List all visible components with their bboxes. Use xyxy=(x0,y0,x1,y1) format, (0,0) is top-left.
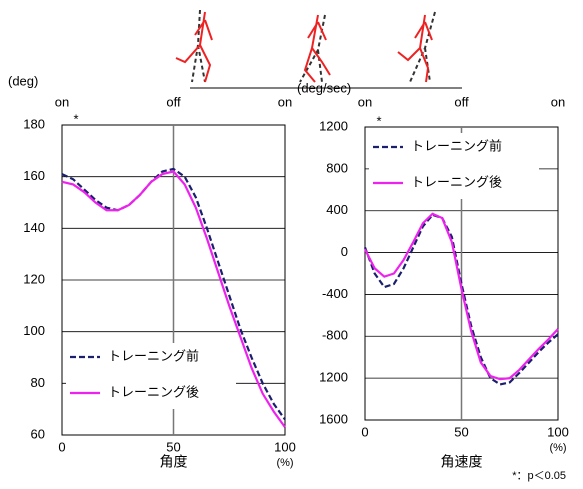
series-line xyxy=(364,212,559,381)
y-unit: (deg/sec) xyxy=(297,80,351,95)
footnote: *：p＜0.05 xyxy=(512,470,566,482)
stick-figures xyxy=(175,9,462,89)
x-tick-label: 50 xyxy=(454,424,468,439)
legend-box xyxy=(66,343,236,409)
y-tick-label: 0 xyxy=(341,244,348,259)
phase-label: on xyxy=(358,94,372,109)
y-tick-label: 60 xyxy=(31,426,45,441)
y-unit: (deg) xyxy=(8,73,38,88)
series-line xyxy=(61,170,286,428)
legend-box xyxy=(369,133,539,199)
legend-label: トレーニング後 xyxy=(411,174,502,189)
x-axis-title: 角速度 xyxy=(441,454,483,470)
y-tick-label: 800 xyxy=(326,160,348,175)
y-tick-label: 1600 xyxy=(319,411,348,426)
x-unit: (%) xyxy=(549,442,566,454)
legend-label: トレーニング後 xyxy=(108,384,199,399)
legend-label: トレーニング前 xyxy=(411,138,502,153)
significance-mark: * xyxy=(73,111,78,126)
phase-label: off xyxy=(454,94,469,109)
phase-label: on xyxy=(551,94,565,109)
x-unit: (%) xyxy=(276,457,293,469)
legend-label: トレーニング前 xyxy=(108,348,199,363)
y-tick-label: -400 xyxy=(322,286,348,301)
x-tick-label: 100 xyxy=(547,424,569,439)
x-tick-label: 100 xyxy=(274,439,296,454)
y-tick-label: 80 xyxy=(31,375,45,390)
y-tick-label: 1200 xyxy=(319,118,348,133)
phase-label: off xyxy=(166,94,181,109)
y-tick-label: 140 xyxy=(23,220,45,235)
y-tick-label: -800 xyxy=(322,328,348,343)
series-line xyxy=(363,213,559,386)
y-tick-label: 180 xyxy=(23,116,45,131)
x-axis-title: 角度 xyxy=(160,454,188,470)
significance-mark: * xyxy=(376,113,381,128)
y-tick-label: 400 xyxy=(326,202,348,217)
x-tick-label: 0 xyxy=(58,439,65,454)
y-tick-label: 100 xyxy=(23,323,45,338)
x-tick-label: 50 xyxy=(166,439,180,454)
phase-label: on xyxy=(55,94,69,109)
y-tick-label: 160 xyxy=(23,168,45,183)
series-line xyxy=(61,167,286,421)
y-tick-label: 1200 xyxy=(319,370,348,385)
phase-label: on xyxy=(278,94,292,109)
y-tick-label: 120 xyxy=(23,271,45,286)
x-tick-label: 0 xyxy=(361,424,368,439)
